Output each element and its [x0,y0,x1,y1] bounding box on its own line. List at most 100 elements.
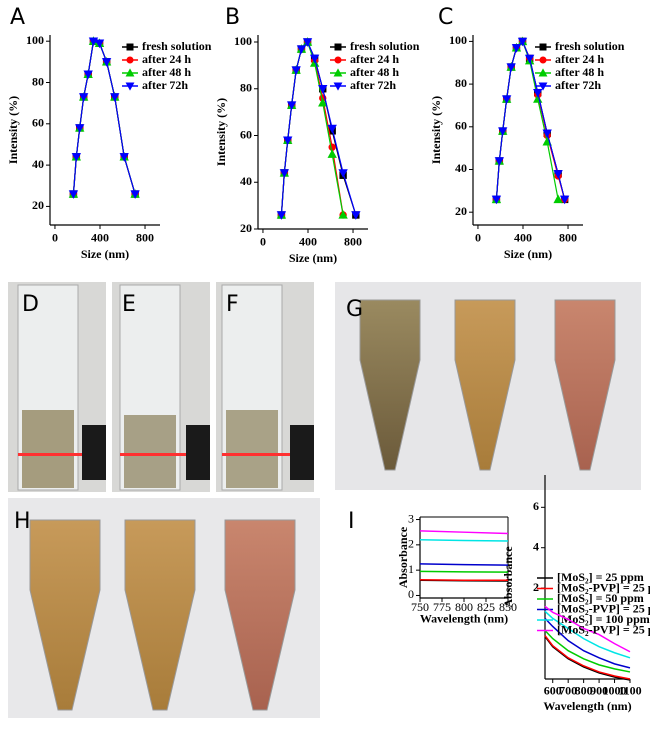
legend-label: [MoS₂-PVP] = 25 ppm [557,601,650,615]
marker [542,129,552,139]
photo-g [335,282,641,490]
y-tick-label: 60 [32,116,44,130]
x-tick-label: 400 [299,235,317,249]
x-tick-label: 750 [411,600,429,614]
marker [538,82,548,91]
marker [539,56,547,64]
marker [296,45,307,54]
marker [327,124,337,134]
marker [276,211,287,220]
marker [351,211,361,220]
marker [283,136,293,146]
x-axis-title: Size (nm) [504,247,552,261]
y-tick-label: 40 [455,161,467,175]
marker [338,169,348,178]
photo-h [8,498,320,718]
marker [78,93,89,102]
x-tick-label: 600 [544,684,562,698]
legend-label: after 48 h [555,65,604,79]
panel-label: B [225,5,240,30]
legend-label: fresh solution [350,39,420,53]
x-tick-label: 0 [52,231,58,245]
series-line [419,579,508,582]
photo-e [112,282,210,492]
x-tick-label: 900 [590,684,608,698]
y-tick-label: 2 [408,537,414,551]
y-axis-title: Absorbance [396,526,410,588]
legend-label: after 72h [555,78,601,92]
legend-label: [MoS₂-PVP] = 25 ppm [557,580,650,594]
marker [291,66,301,75]
y-axis-title: Intensity (%) [429,96,443,164]
legend-label: fresh solution [555,39,625,53]
marker [533,88,543,98]
marker [130,190,140,199]
y-tick-label: 20 [32,198,44,212]
marker [334,56,342,64]
y-tick-label: 20 [240,221,252,235]
legend-label: [MoS₂] = 25 ppm [557,570,644,584]
panel-label: G [346,297,363,322]
series-line [544,610,631,659]
legend-label: after 24 h [142,52,191,66]
marker [538,68,548,77]
x-axis-title: Size (nm) [289,251,337,265]
series-line [544,630,631,673]
x-tick-label: 825 [477,600,495,614]
marker [75,124,85,133]
x-tick-label: 1000 [603,684,627,698]
y-tick-label: 80 [32,74,44,88]
legend-label: [MoS₂] = 100 ppm [557,612,650,626]
legend-label: [MoS₂] = 50 ppm [557,591,644,605]
marker [524,54,535,64]
marker [539,43,547,51]
marker [68,190,79,199]
y-axis-title: Intensity (%) [214,98,228,166]
marker [318,97,328,107]
x-axis-title: Wavelength (nm) [420,611,508,625]
marker [498,127,508,136]
marker [125,82,135,91]
x-tick-label: 800 [575,684,593,698]
series-line [419,570,509,573]
legend-label: [MoS₂-PVP] = 25 ppm [557,622,650,636]
legend-label: after 72h [142,78,188,92]
y-tick-label: 1 [408,562,414,576]
panel-label: F [226,292,239,317]
legend-label: fresh solution [142,39,212,53]
marker [125,68,135,77]
legend-label: after 24 h [350,52,399,66]
series-line [495,40,559,200]
y-tick-label: 100 [449,33,467,47]
y-tick-label: 4 [533,539,539,553]
legend-label: after 72h [350,78,396,92]
x-tick-label: 800 [136,231,154,245]
panel-label: C [438,5,453,30]
marker [318,85,328,94]
legend-label: after 24 h [555,52,604,66]
x-tick-label: 800 [559,231,577,245]
panel-label: D [22,292,39,317]
y-tick-label: 60 [240,127,252,141]
marker [302,38,313,47]
series-line [544,636,631,681]
panel-label: H [14,509,31,534]
y-tick-label: 6 [533,499,539,513]
marker [511,44,522,53]
marker [101,58,112,67]
x-tick-label: 400 [91,231,109,245]
marker [553,194,563,204]
x-tick-label: 800 [344,235,362,249]
marker [110,93,120,102]
y-tick-label: 100 [26,33,44,47]
marker [501,95,512,104]
photo-d [8,282,106,492]
y-tick-label: 80 [240,81,252,95]
x-tick-label: 700 [559,684,577,698]
marker [279,169,290,178]
x-tick-label: 775 [433,600,451,614]
x-tick-label: 0 [260,235,266,249]
series-line [419,530,509,535]
marker [553,170,563,179]
